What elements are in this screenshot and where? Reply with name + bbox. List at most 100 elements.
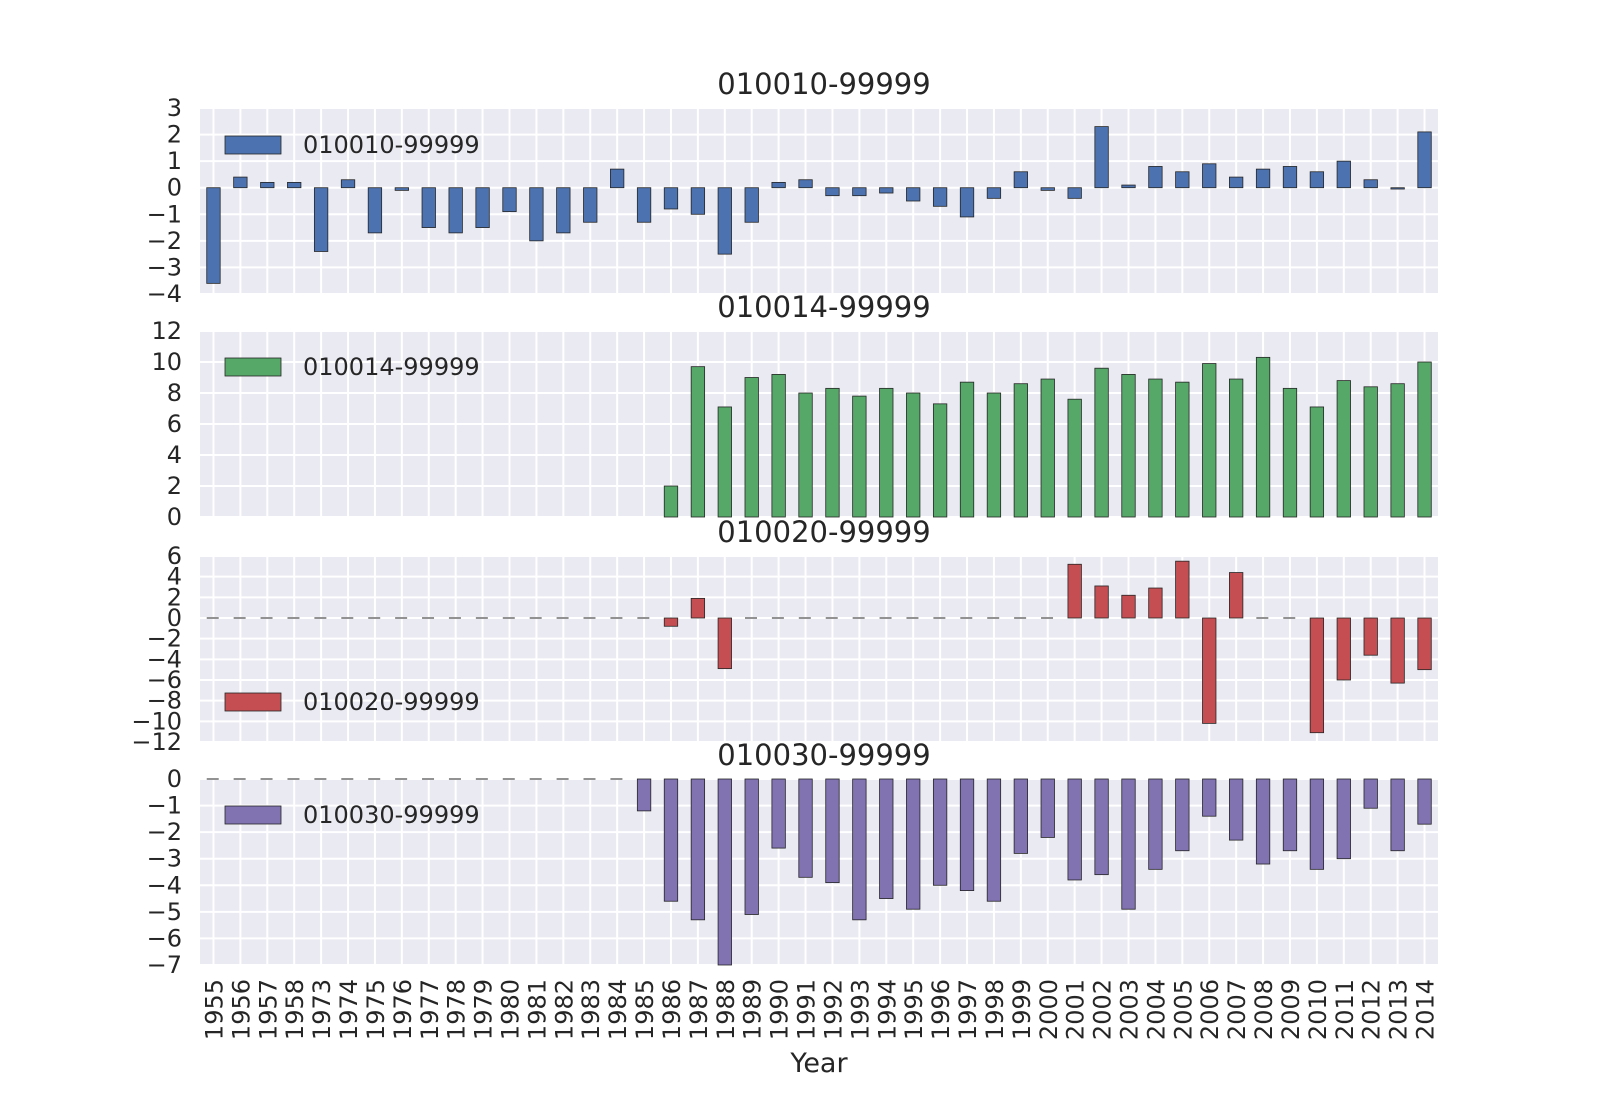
bar	[1390, 383, 1405, 518]
bar	[502, 187, 517, 213]
y-tick-label: 0	[167, 174, 182, 202]
x-tick-label: 1988	[712, 979, 740, 1040]
bar	[1175, 171, 1190, 189]
bar	[690, 366, 706, 518]
bar	[690, 187, 706, 215]
x-tick-label: 1989	[739, 979, 767, 1040]
bar	[1336, 160, 1351, 189]
y-tick-label: 10	[151, 348, 182, 376]
bar	[1229, 778, 1244, 841]
bar	[717, 617, 732, 670]
bar	[1040, 187, 1055, 191]
x-tick-label: 2001	[1062, 979, 1090, 1040]
y-tick-label: −3	[147, 845, 182, 873]
bar	[1067, 187, 1082, 199]
bar	[1417, 361, 1432, 518]
bar	[1067, 398, 1082, 518]
bar	[1148, 166, 1163, 189]
bar	[1336, 380, 1351, 518]
legend-label: 010010-99999	[303, 131, 480, 159]
bar	[1094, 367, 1109, 518]
x-tick-label: 1997	[954, 979, 982, 1040]
bar	[1229, 378, 1244, 518]
bar	[1148, 778, 1163, 870]
bar	[475, 187, 490, 228]
bar	[1255, 778, 1271, 865]
y-tick-label: 2	[167, 472, 182, 500]
panel-background	[200, 108, 1438, 294]
bar	[1336, 778, 1351, 860]
y-tick-label: −3	[147, 253, 182, 281]
legend-label: 010030-99999	[303, 801, 480, 829]
bar	[717, 187, 732, 255]
bar	[690, 597, 706, 619]
y-tick-label: −6	[147, 924, 182, 952]
bar	[932, 778, 948, 886]
legend-label: 010020-99999	[303, 688, 480, 716]
x-tick-label: 1957	[254, 979, 282, 1040]
bar	[260, 181, 275, 189]
bar	[1255, 168, 1271, 189]
x-tick-label: 1992	[819, 979, 847, 1040]
x-tick-label: 2000	[1035, 979, 1063, 1040]
bar	[1309, 617, 1325, 734]
y-tick-label: 4	[167, 441, 182, 469]
y-tick-label: 12	[151, 317, 182, 345]
bar	[717, 778, 732, 966]
y-tick-label: −1	[147, 200, 182, 228]
legend-swatch	[224, 805, 282, 825]
x-tick-label: 1973	[308, 979, 336, 1040]
x-tick-label: 1980	[497, 979, 525, 1040]
bar	[1282, 387, 1298, 518]
bar	[798, 179, 813, 189]
bar	[1121, 594, 1136, 619]
bar	[932, 403, 948, 518]
y-tick-label: −12	[131, 728, 182, 756]
bar	[1417, 131, 1432, 189]
x-tick-label: 2013	[1385, 979, 1413, 1040]
panel-title: 010030-99999	[717, 738, 930, 772]
bar	[206, 187, 221, 284]
bar	[1175, 778, 1190, 852]
panel-title: 010010-99999	[717, 67, 930, 101]
bar	[825, 778, 840, 884]
bar	[879, 778, 894, 899]
bar	[852, 187, 867, 197]
bar	[879, 187, 894, 194]
bar	[448, 187, 463, 234]
x-tick-label: 1986	[658, 979, 686, 1040]
x-tick-label: 1985	[631, 979, 659, 1040]
x-tick-label: 1993	[846, 979, 874, 1040]
bar	[1390, 617, 1405, 684]
bar	[771, 778, 786, 849]
y-tick-label: 6	[167, 410, 182, 438]
x-tick-label: 2006	[1196, 979, 1224, 1040]
bar	[1390, 187, 1405, 190]
x-tick-label: 1958	[281, 979, 309, 1040]
bar	[1255, 356, 1271, 518]
x-tick-label: 1981	[523, 979, 551, 1040]
x-tick-label: 2005	[1169, 979, 1197, 1040]
x-tick-label: 2008	[1250, 979, 1278, 1040]
bar	[340, 179, 356, 189]
x-tick-label: 1995	[900, 979, 928, 1040]
panel-title: 010014-99999	[717, 290, 930, 324]
x-tick-label: 1974	[335, 979, 363, 1040]
x-tick-label: 1982	[550, 979, 578, 1040]
x-tick-label: 1975	[362, 979, 390, 1040]
legend-swatch	[224, 135, 282, 155]
y-tick-label: −6	[147, 666, 182, 694]
bar	[1013, 171, 1028, 189]
bar	[959, 778, 975, 891]
bar	[906, 778, 921, 910]
y-tick-label: 4	[167, 563, 182, 591]
y-tick-label: −10	[131, 707, 182, 735]
legend: 010030-99999	[224, 801, 480, 829]
bar	[1094, 778, 1109, 876]
bar	[825, 387, 840, 518]
bar	[529, 187, 544, 242]
bar	[1417, 617, 1432, 671]
bar	[1282, 166, 1298, 189]
x-tick-label: 2011	[1331, 979, 1359, 1040]
panel-4: −7−6−5−4−3−2−10 010030-99999 010030-99999	[147, 738, 1438, 979]
